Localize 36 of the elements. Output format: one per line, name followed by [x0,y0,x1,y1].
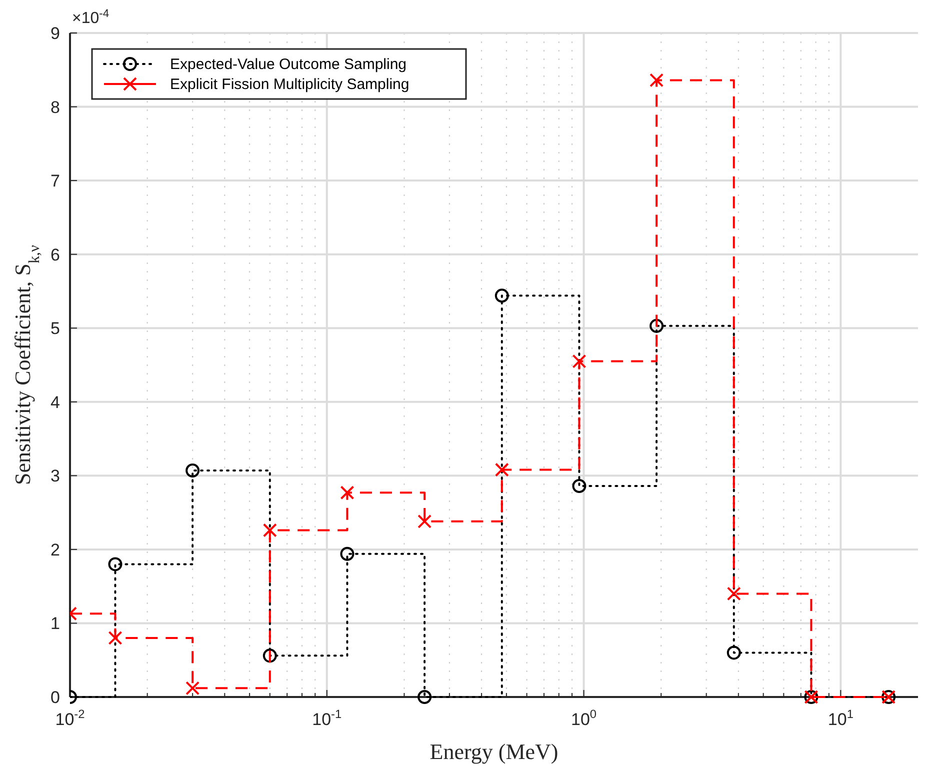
point [262,523,277,538]
point [418,690,432,704]
point [726,646,741,660]
y-tick-label: 0 [50,688,60,707]
x-axis-title: Energy (MeV) [430,739,558,764]
x-tick-label: 10$^{-1}$ [312,707,342,729]
point [418,514,432,528]
point [494,288,509,303]
text: ×10$^{-4}$ [72,8,110,27]
legend-label: Explicit Fission Multiplicity Sampling [170,76,410,93]
y-tick-label: 1 [50,614,60,634]
point [108,630,122,645]
point [340,546,354,561]
y-tick-label: 5 [50,319,60,338]
y-tick-label: 3 [50,466,60,486]
point [186,681,200,696]
point [340,486,354,500]
y-tick-label: 2 [50,540,60,560]
legend-label: Expected-Value Outcome Sampling [170,56,407,73]
point [650,318,664,333]
point [726,586,741,601]
y-tick-label: 8 [50,98,60,117]
point [572,354,586,368]
point [262,648,277,663]
point [186,464,200,478]
x-tick-label: 10$^{1}$ [828,707,854,729]
y-tick-label: 4 [50,392,60,412]
y-tick-label: 6 [50,245,60,264]
point [650,73,664,88]
point [494,462,509,477]
y-tick-label: 7 [50,172,60,191]
x-tick-label: 10$^{-2}$ [55,707,86,729]
point [108,557,122,572]
x-tick-label: 10$^{0}$ [571,707,597,729]
y-tick-label: 9 [50,24,60,43]
point [572,478,586,493]
